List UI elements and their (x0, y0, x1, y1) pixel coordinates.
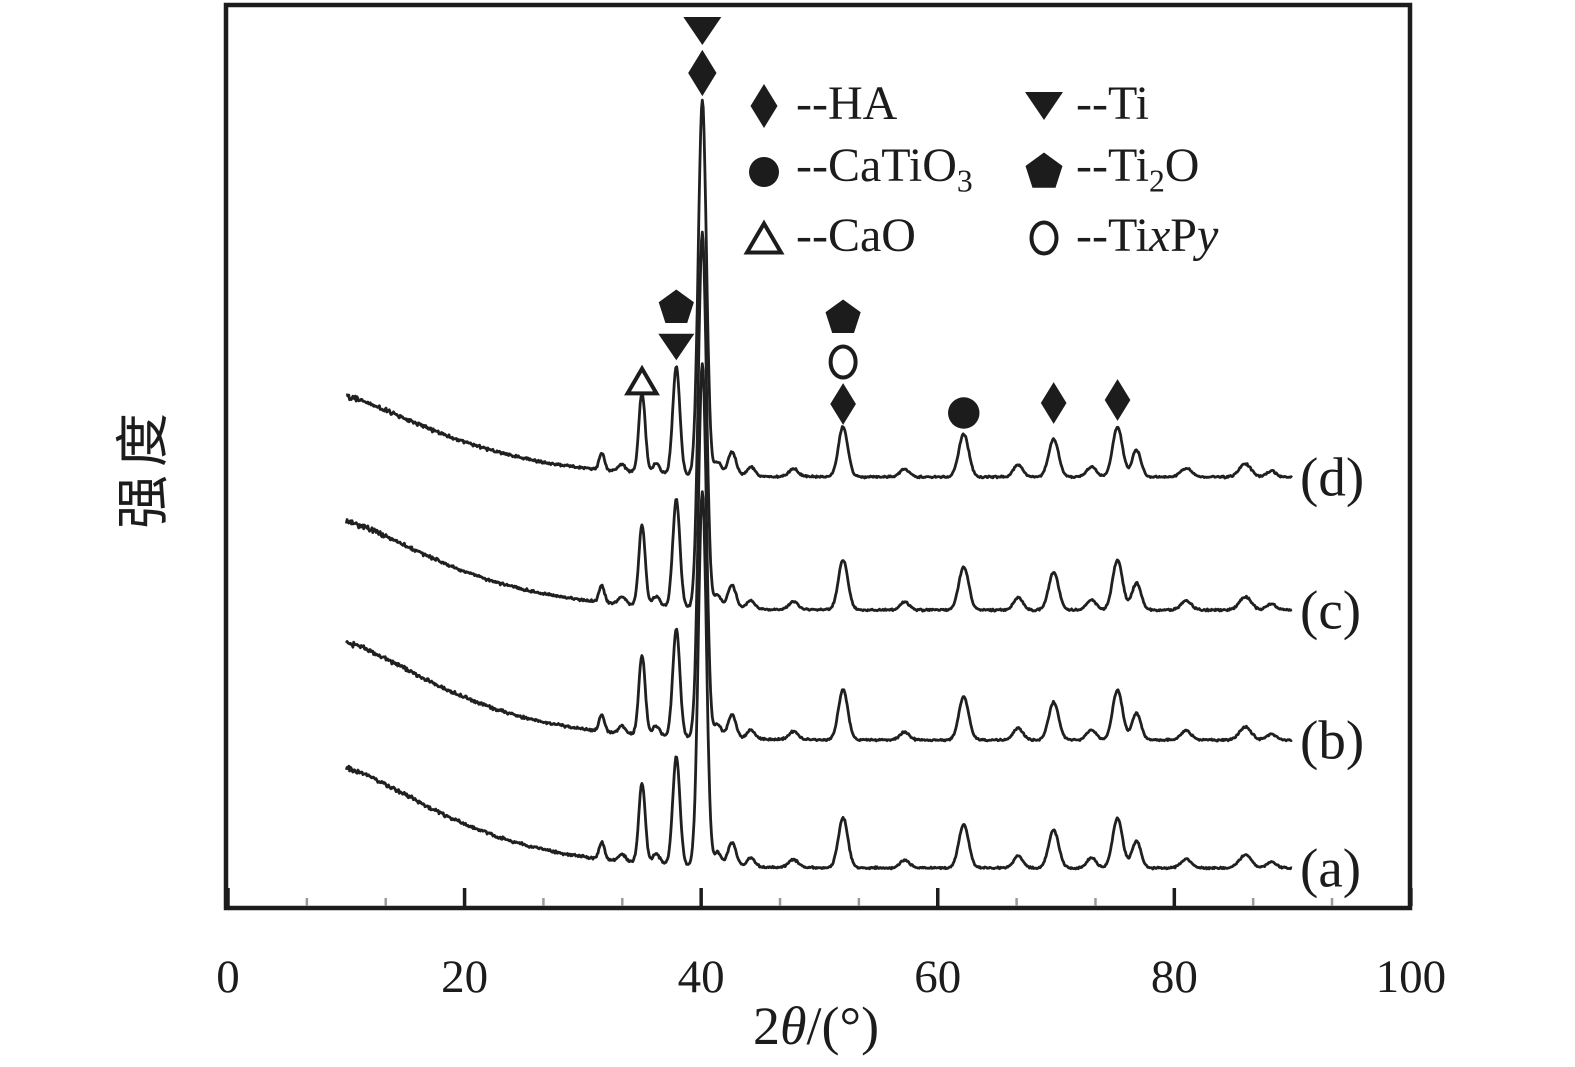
peak-marker-diamond-filled (830, 383, 856, 425)
xrd-curve-a (344, 490, 1293, 871)
peak-marker-diamond-filled (1104, 379, 1131, 421)
peak-marker-triangle-down-filled (1025, 92, 1063, 120)
text-part: 2 (1148, 163, 1165, 199)
text-part: /(°) (806, 996, 880, 1056)
legend-item: --HA (740, 70, 973, 136)
circle-filled-icon (749, 157, 779, 187)
curve-label-b: (b) (1300, 709, 1365, 771)
peak-markers (624, 17, 1131, 429)
xrd-curve-d (345, 98, 1293, 480)
legend-label: --CaTiO3 (796, 138, 973, 200)
x-tick-label-20: 20 (441, 951, 489, 1003)
legend-label: --Ti (1076, 76, 1149, 131)
legend-label: --Ti2O (1076, 138, 1199, 200)
x-tick-label-100: 100 (1375, 951, 1447, 1003)
curve-label-c: (c) (1300, 579, 1362, 641)
peak-marker-circle-filled (749, 157, 779, 187)
text-part: --Ti (1076, 139, 1149, 193)
y-axis-label: 强度 (113, 405, 174, 529)
peak-marker-diamond-filled (1040, 382, 1067, 424)
peak-marker-triangle-down-filled (683, 17, 722, 45)
peak-marker-triangle-open (743, 219, 785, 255)
text-part: θ (779, 996, 807, 1056)
x-axis-ticks (226, 888, 1413, 906)
peak-marker-pentagon-filled (1025, 152, 1063, 188)
peak-marker-circle-filled (948, 397, 980, 429)
x-tick-label-0: 0 (216, 951, 240, 1003)
x-axis-label: 2θ/(°) (753, 995, 879, 1057)
legend-column-2: --Ti --Ti2O --TixPy (1020, 70, 1218, 268)
peak-marker-circle-open (1029, 220, 1059, 256)
text-part: --HA (796, 76, 898, 130)
curve-label-d: (d) (1300, 446, 1365, 508)
xrd-curve-b (345, 362, 1293, 743)
legend-item: --CaTiO3 (740, 136, 973, 202)
legend-item: --CaO (740, 202, 973, 268)
diamond-filled-icon (750, 84, 778, 128)
text-part: 2 (752, 996, 780, 1056)
legend-item: --Ti (1020, 70, 1218, 136)
circle-open-icon (1029, 220, 1059, 256)
text-part: y (1196, 208, 1219, 262)
peak-marker-triangle-down-filled (658, 333, 695, 361)
text-part: x (1148, 208, 1171, 262)
x-tick-label-40: 40 (677, 951, 725, 1003)
triangle-down-filled-icon (1025, 92, 1063, 120)
peak-marker-circle-open (828, 344, 858, 380)
x-tick-label-80: 80 (1150, 951, 1198, 1003)
pentagon-filled-icon (1025, 152, 1063, 188)
peak-marker-diamond-filled (688, 49, 717, 97)
triangle-open-icon (743, 219, 785, 255)
curve-label-a: (a) (1300, 837, 1362, 899)
text-part: --Ti (1076, 76, 1149, 130)
legend-label: --TixPy (1076, 208, 1218, 263)
legend-item: --TixPy (1020, 202, 1218, 268)
text-part: O (1164, 139, 1200, 193)
text-part: --CaO (796, 208, 916, 262)
plot-frame (223, 2, 1413, 911)
peak-marker-diamond-filled (750, 84, 778, 128)
text-part: --Ti (1076, 208, 1149, 262)
legend-column-1: --HA --CaTiO3 --CaO (740, 70, 973, 268)
legend-label: --CaO (796, 208, 916, 263)
peak-marker-triangle-open (624, 364, 660, 396)
text-part: P (1170, 208, 1197, 262)
peak-marker-pentagon-filled (658, 289, 694, 323)
text-part: --CaTiO (796, 139, 957, 193)
peak-marker-pentagon-filled (825, 299, 861, 333)
xrd-curve-c (344, 230, 1293, 613)
legend-label: --HA (796, 76, 897, 131)
legend-item: --Ti2O (1020, 136, 1218, 202)
x-tick-label-60: 60 (914, 951, 962, 1003)
text-part: 3 (956, 163, 973, 199)
